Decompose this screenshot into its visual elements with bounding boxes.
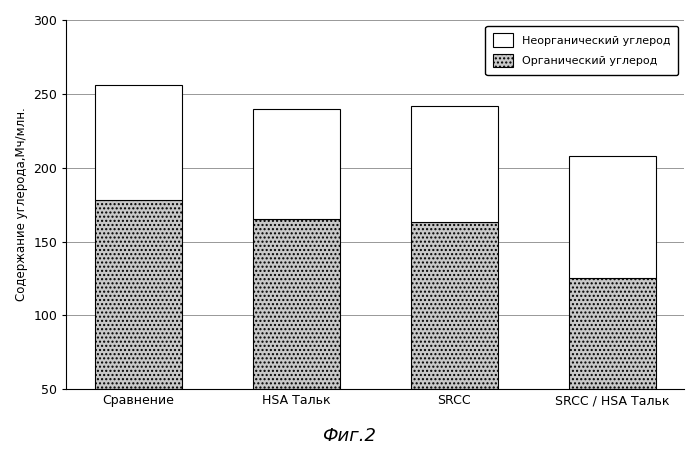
Bar xyxy=(94,200,182,389)
Bar xyxy=(94,85,182,200)
Bar xyxy=(569,156,656,278)
Y-axis label: Содержание углерода,Мч/млн.: Содержание углерода,Мч/млн. xyxy=(15,108,28,301)
Bar xyxy=(569,278,656,389)
Bar xyxy=(252,109,340,220)
Bar xyxy=(411,106,498,222)
Legend: Неорганический углерод, Органический углерод: Неорганический углерод, Органический угл… xyxy=(485,26,679,75)
Text: Фиг.2: Фиг.2 xyxy=(322,427,377,445)
Bar xyxy=(411,222,498,389)
Bar xyxy=(252,220,340,389)
